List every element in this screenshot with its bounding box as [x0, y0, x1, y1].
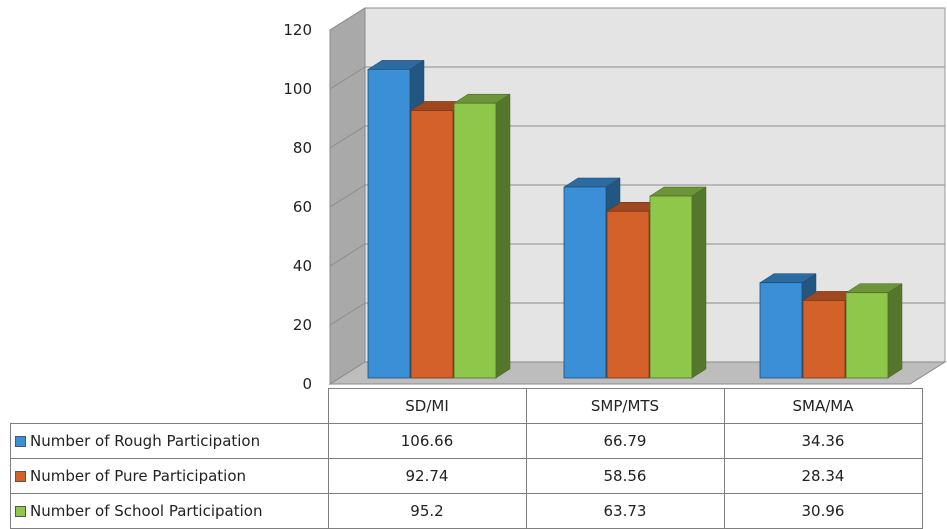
- y-tick-label: 60: [293, 198, 312, 216]
- legend-entry: Number of School Participation: [10, 493, 329, 529]
- legend-swatch: [15, 436, 26, 447]
- y-tick-label: 120: [283, 21, 312, 39]
- data-label: 63.73: [525, 493, 725, 529]
- legend-swatch: [15, 471, 26, 482]
- bar: [845, 283, 903, 379]
- y-tick-label: 40: [293, 257, 312, 275]
- gridline: [329, 66, 366, 90]
- gridline: [329, 243, 366, 267]
- bar: [649, 186, 707, 379]
- category-label: SMP/MTS: [525, 388, 725, 424]
- data-label: 95.2: [327, 493, 527, 529]
- gridline: [329, 7, 366, 31]
- data-label: 66.79: [525, 423, 725, 459]
- y-tick-label: 80: [293, 139, 312, 157]
- data-table: SD/MI SMP/MTS SMA/MA Number of Rough Par…: [10, 388, 923, 529]
- table-row: Number of Pure Participation 92.74 58.56…: [10, 458, 923, 494]
- y-tick-label: 20: [293, 316, 312, 334]
- data-label: 34.36: [723, 423, 923, 459]
- data-label: 58.56: [525, 458, 725, 494]
- legend-label: Number of Rough Participation: [30, 432, 261, 450]
- y-tick-label: 100: [283, 80, 312, 98]
- y-tick-label: 0: [302, 375, 312, 390]
- gridline: [329, 302, 366, 326]
- data-label: 28.34: [723, 458, 923, 494]
- legend-swatch: [15, 506, 26, 517]
- data-label: 92.74: [327, 458, 527, 494]
- bar: [453, 93, 511, 379]
- data-label: 106.66: [327, 423, 527, 459]
- legend-entry: Number of Rough Participation: [10, 423, 329, 459]
- legend-label: Number of School Participation: [30, 502, 263, 520]
- bars: [367, 59, 903, 379]
- gridline: [329, 125, 366, 149]
- gridline: [329, 184, 366, 208]
- legend-label: Number of Pure Participation: [30, 467, 247, 485]
- category-label: SD/MI: [327, 388, 527, 424]
- chart: 0 20 40 60 80 100 120: [283, 7, 947, 390]
- corner-cell: [11, 389, 329, 424]
- category-header-row: SD/MI SMP/MTS SMA/MA: [11, 388, 923, 424]
- data-label: 30.96: [723, 493, 923, 529]
- legend-entry: Number of Pure Participation: [10, 458, 329, 494]
- table-row: Number of School Participation 95.2 63.7…: [10, 493, 923, 529]
- category-label: SMA/MA: [723, 388, 923, 424]
- y-axis-ticks: 0 20 40 60 80 100 120: [283, 21, 312, 390]
- table-row: Number of Rough Participation 106.66 66.…: [10, 423, 923, 459]
